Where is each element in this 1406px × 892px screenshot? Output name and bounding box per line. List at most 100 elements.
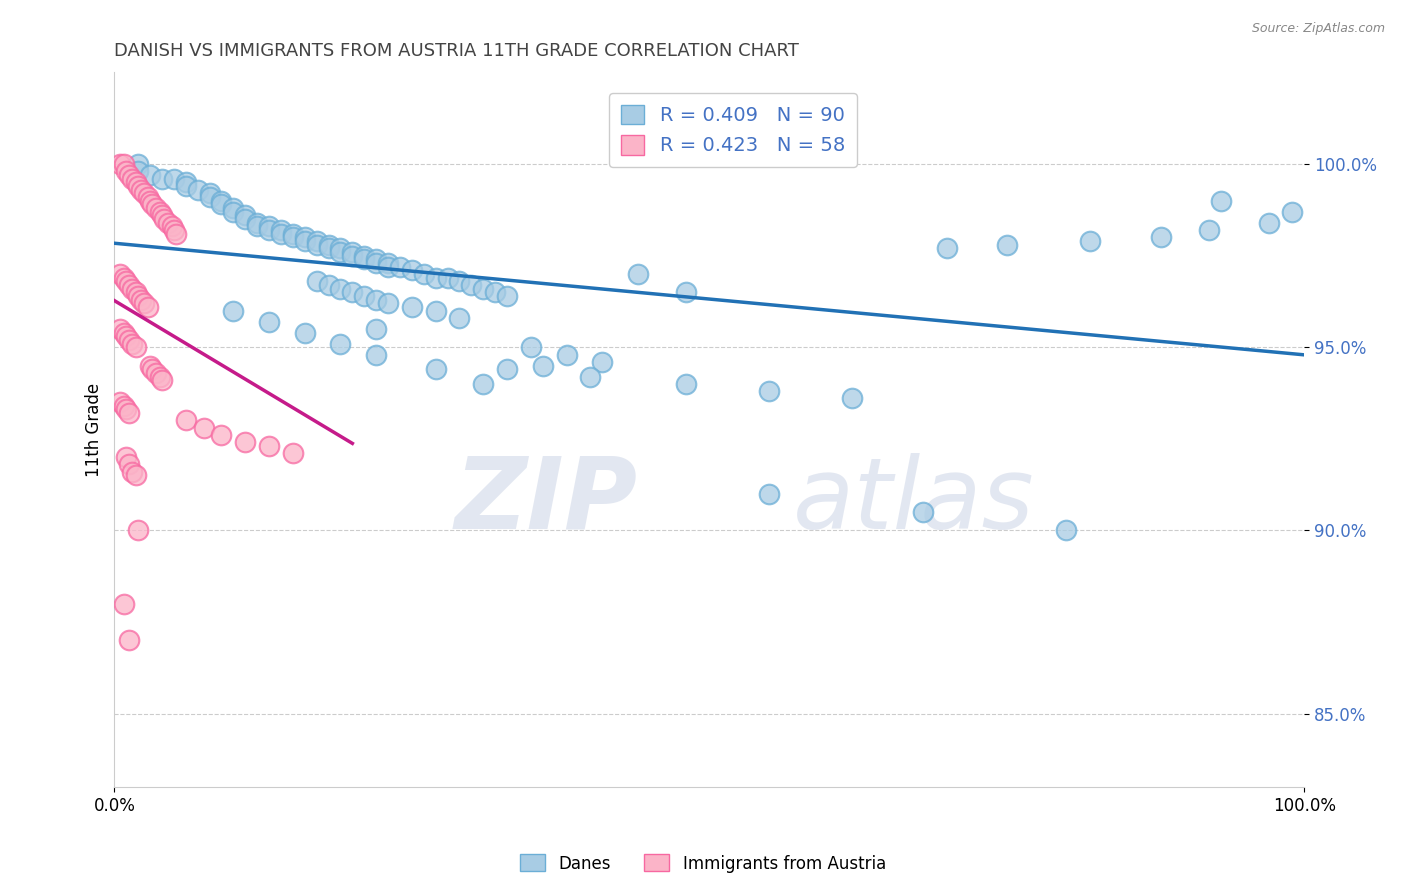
Point — [353, 252, 375, 267]
Point — [627, 267, 650, 281]
Point — [318, 241, 340, 255]
Point — [436, 270, 458, 285]
Point — [496, 362, 519, 376]
Point — [139, 168, 162, 182]
Text: ZIP: ZIP — [456, 452, 638, 549]
Point — [329, 336, 352, 351]
Point — [112, 157, 135, 171]
Point — [125, 468, 148, 483]
Point — [377, 260, 399, 274]
Point — [472, 376, 495, 391]
Point — [110, 267, 132, 281]
Point — [136, 190, 159, 204]
Point — [318, 237, 340, 252]
Point — [294, 230, 316, 244]
Point — [257, 439, 280, 453]
Point — [163, 223, 186, 237]
Point — [163, 171, 186, 186]
Point — [118, 458, 141, 472]
Point — [127, 157, 149, 171]
Point — [115, 164, 138, 178]
Point — [174, 175, 197, 189]
Point — [366, 322, 388, 336]
Point — [141, 362, 163, 376]
Point — [305, 234, 328, 248]
Point — [121, 171, 143, 186]
Point — [150, 171, 173, 186]
Point — [425, 362, 447, 376]
Point — [149, 369, 172, 384]
Point — [246, 219, 269, 234]
Point — [305, 237, 328, 252]
Point — [353, 249, 375, 263]
Point — [281, 227, 304, 241]
Point — [118, 168, 141, 182]
Point — [377, 256, 399, 270]
Point — [294, 234, 316, 248]
Point — [134, 186, 156, 201]
Point — [342, 285, 364, 300]
Point — [222, 303, 245, 318]
Point — [496, 289, 519, 303]
Point — [342, 249, 364, 263]
Point — [125, 175, 148, 189]
Point — [198, 186, 221, 201]
Point — [675, 285, 697, 300]
Point — [233, 435, 256, 450]
Point — [484, 285, 506, 300]
Point — [257, 314, 280, 328]
Point — [841, 392, 863, 406]
Point — [401, 300, 423, 314]
Point — [366, 252, 388, 267]
Point — [591, 355, 613, 369]
Point — [174, 179, 197, 194]
Point — [110, 322, 132, 336]
Point — [150, 373, 173, 387]
Point — [579, 369, 602, 384]
Point — [1209, 194, 1232, 208]
Point — [187, 183, 209, 197]
Point — [118, 633, 141, 648]
Point — [153, 211, 176, 226]
Point — [1281, 204, 1303, 219]
Point — [211, 194, 233, 208]
Point — [758, 487, 780, 501]
Point — [995, 237, 1018, 252]
Point — [121, 465, 143, 479]
Point — [211, 197, 233, 211]
Point — [1078, 234, 1101, 248]
Point — [412, 267, 434, 281]
Point — [520, 340, 543, 354]
Point — [156, 216, 179, 230]
Point — [425, 303, 447, 318]
Point — [121, 282, 143, 296]
Point — [329, 282, 352, 296]
Point — [233, 208, 256, 222]
Legend: R = 0.409   N = 90, R = 0.423   N = 58: R = 0.409 N = 90, R = 0.423 N = 58 — [609, 93, 856, 167]
Point — [449, 310, 471, 325]
Point — [118, 333, 141, 347]
Point — [758, 384, 780, 399]
Point — [294, 326, 316, 340]
Point — [134, 296, 156, 310]
Point — [531, 359, 554, 373]
Point — [112, 270, 135, 285]
Point — [121, 336, 143, 351]
Point — [125, 285, 148, 300]
Point — [257, 223, 280, 237]
Point — [377, 296, 399, 310]
Point — [193, 421, 215, 435]
Point — [112, 597, 135, 611]
Point — [118, 277, 141, 292]
Point — [125, 340, 148, 354]
Point — [211, 428, 233, 442]
Point — [222, 201, 245, 215]
Point — [110, 157, 132, 171]
Point — [165, 227, 187, 241]
Point — [281, 446, 304, 460]
Point — [115, 450, 138, 464]
Point — [305, 274, 328, 288]
Point — [112, 399, 135, 413]
Legend: Danes, Immigrants from Austria: Danes, Immigrants from Austria — [513, 847, 893, 880]
Y-axis label: 11th Grade: 11th Grade — [86, 383, 103, 476]
